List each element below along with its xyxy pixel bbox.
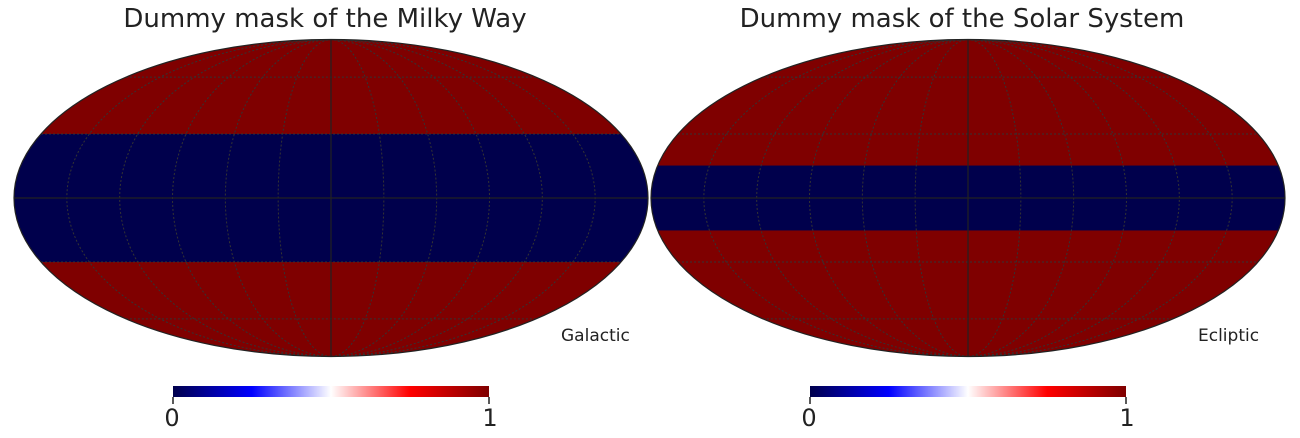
colorbar-max-label: 1 [1119, 404, 1135, 432]
map-outline [650, 38, 1286, 358]
map-panel-milky-way: Dummy mask of the Milky Way Galactic 0 1 [13, 4, 649, 432]
coordinate-system-label: Galactic [561, 326, 630, 346]
colorbar-min-label: 0 [164, 404, 180, 432]
colorbar-max-label: 1 [482, 404, 498, 432]
graticule-meridian [119, 39, 332, 357]
colorbar [173, 386, 489, 397]
map-title: Dummy mask of the Milky Way [123, 4, 527, 34]
colorbar [810, 386, 1126, 397]
map-outline [13, 38, 649, 358]
map-panel-solar-system: Dummy mask of the Solar System Ecliptic … [637, 0, 1287, 438]
graticule-meridian [967, 39, 1180, 357]
map-title: Dummy mask of the Solar System [739, 4, 1185, 34]
graticule-meridian [756, 39, 969, 357]
colorbar-min-label: 0 [801, 404, 817, 432]
graticule-meridian [330, 39, 543, 357]
mollweide-map-svg [650, 38, 1286, 404]
coordinate-system-label: Ecliptic [1198, 326, 1260, 346]
mollweide-map-svg [13, 38, 649, 404]
